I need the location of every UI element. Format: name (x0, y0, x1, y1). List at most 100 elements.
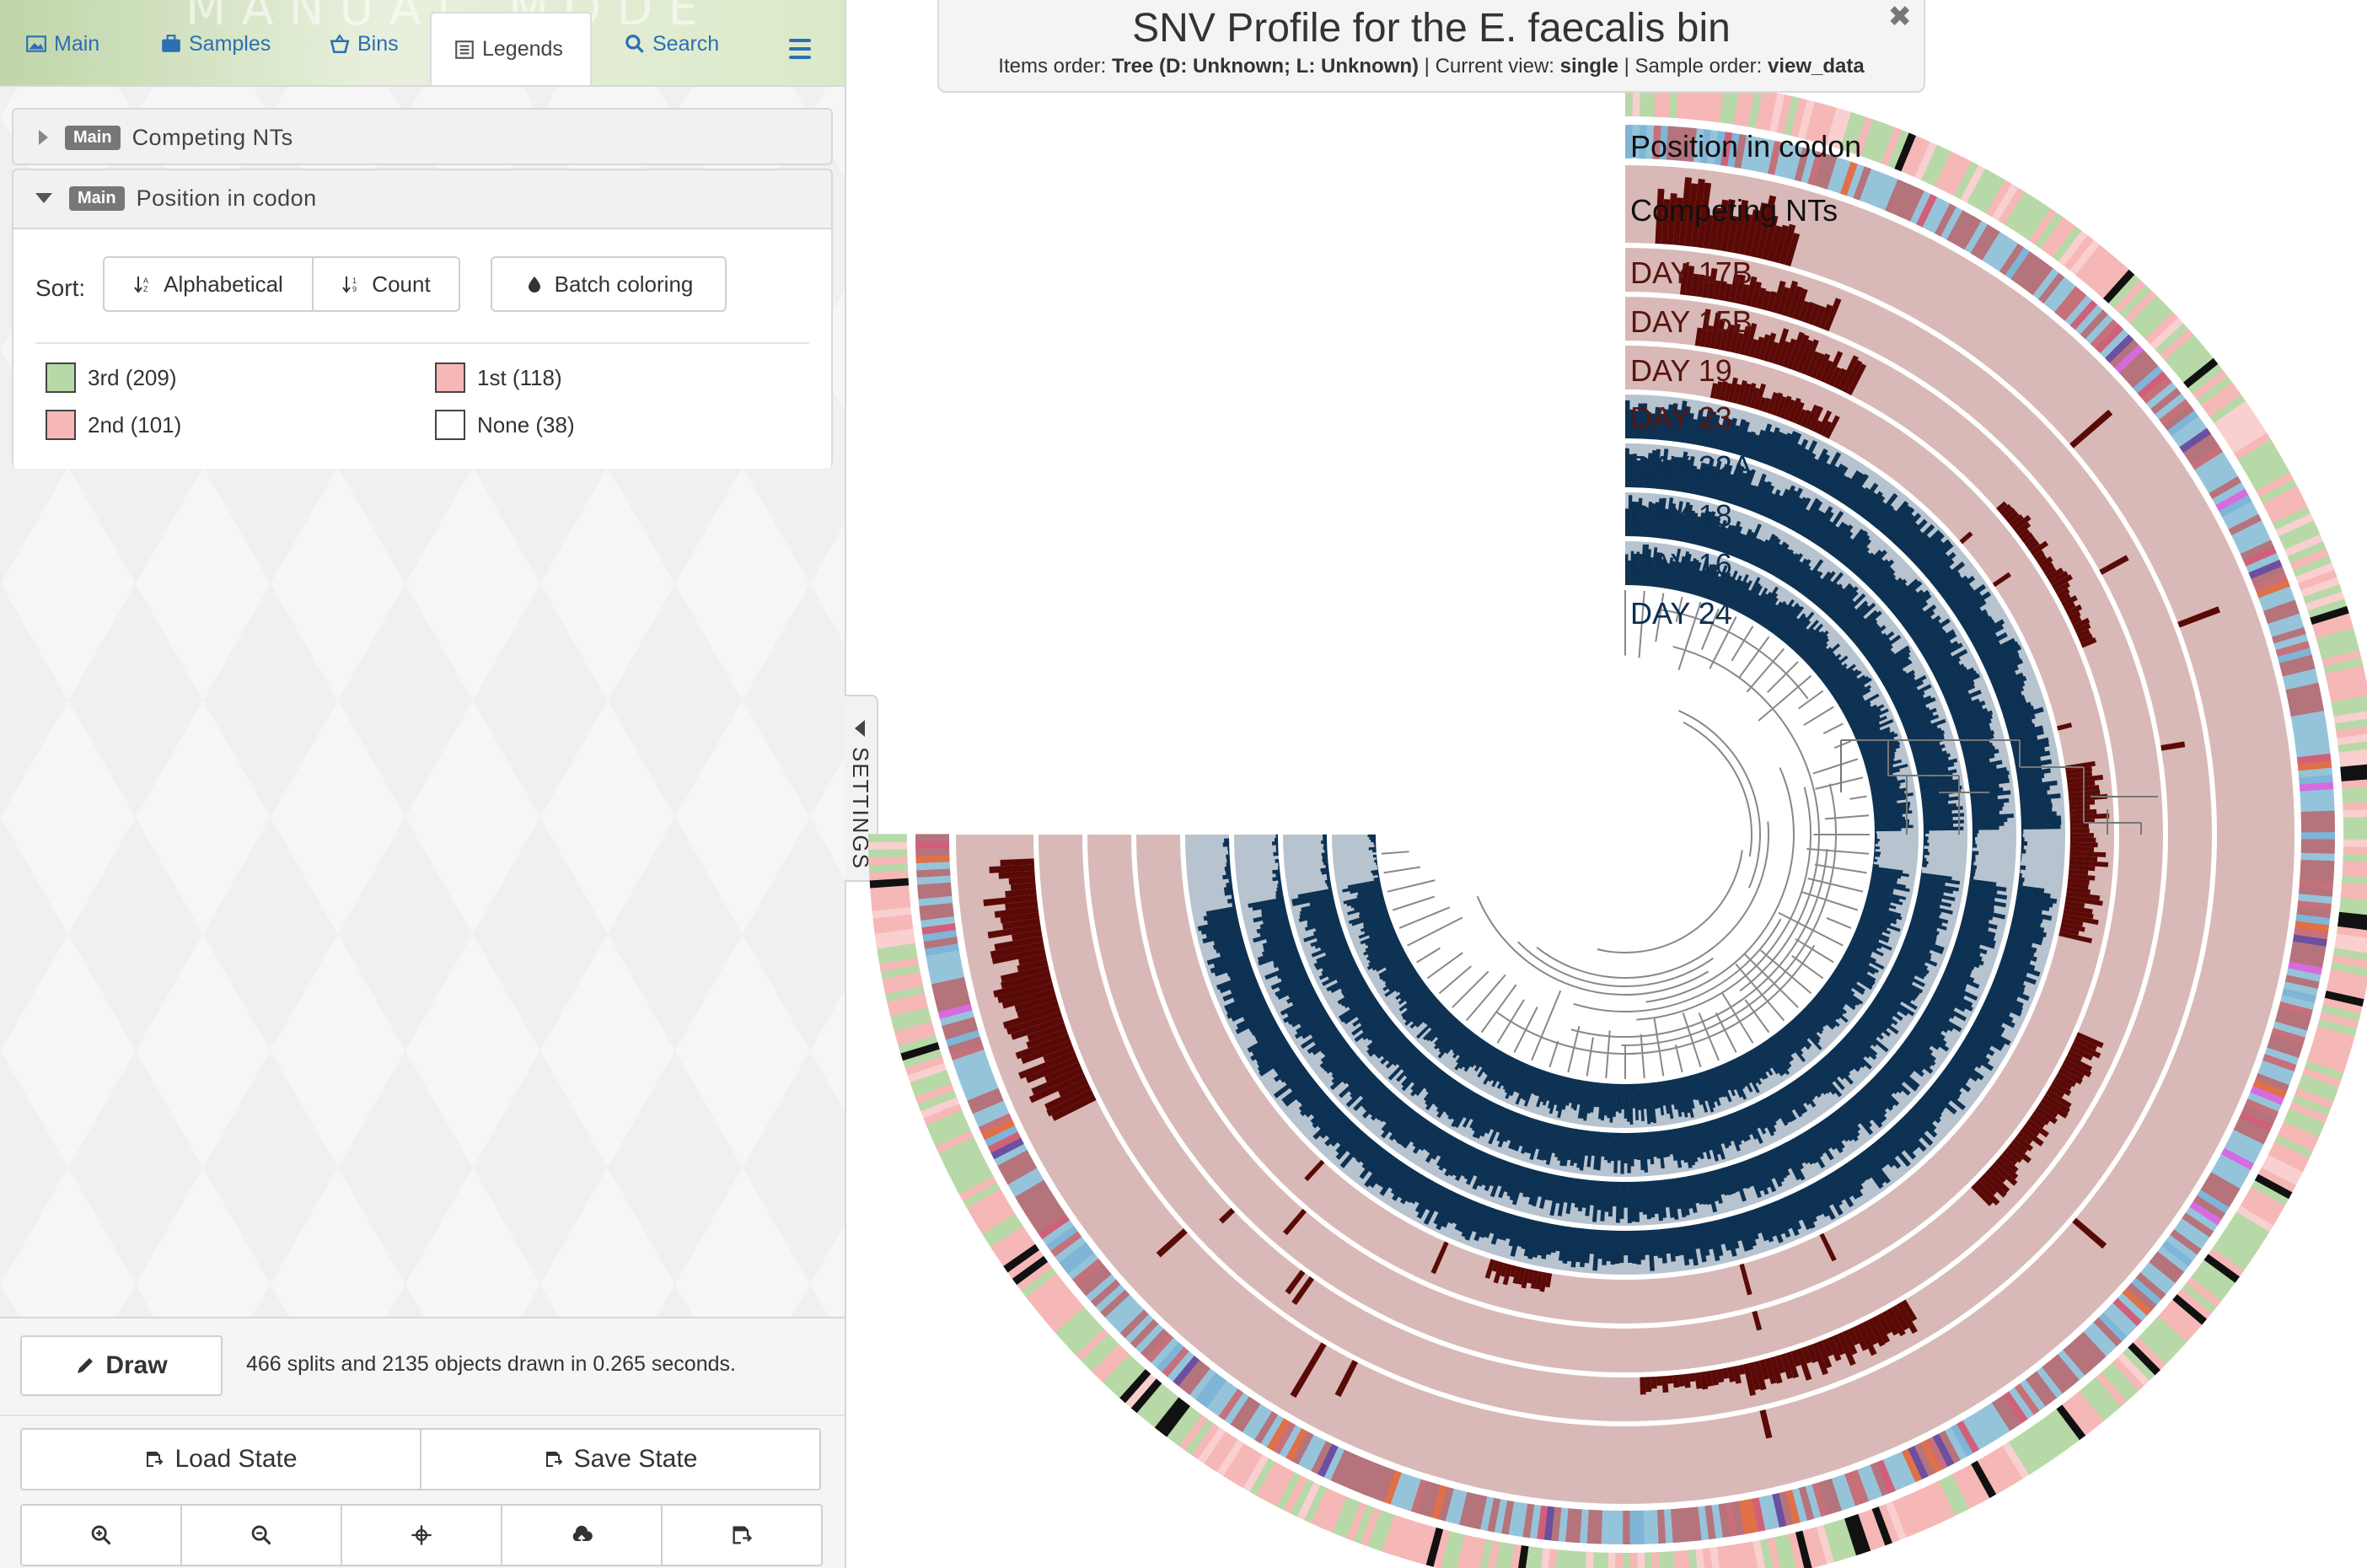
snv-bar (1730, 1112, 1744, 1141)
nts-segment (2278, 1001, 2313, 1018)
nts-segment (1907, 1446, 1929, 1480)
snv-bar (2069, 833, 2094, 838)
snv-bar (1865, 1008, 1899, 1034)
snv-bar (1947, 697, 1972, 711)
snv-bar (2018, 877, 2025, 883)
save-svg-button[interactable] (661, 1504, 823, 1566)
snv-bar (1470, 1096, 1485, 1120)
snv-bar (1735, 580, 1752, 612)
codon-segment (1755, 89, 1771, 130)
snv-bar (1687, 1225, 1699, 1266)
snv-bar (1774, 603, 1800, 636)
snv-bar (1906, 534, 1930, 559)
nts-segment (2261, 593, 2295, 612)
zoom-out-button[interactable] (180, 1504, 342, 1566)
codon-segment (1837, 1518, 1857, 1559)
snv-bar (1964, 754, 1995, 765)
tab-bins[interactable]: Bins (329, 25, 399, 62)
nts-segment (2273, 634, 2309, 651)
tree-branch (1731, 626, 1754, 662)
codon-segment (1248, 1458, 1275, 1496)
snv-bar (1340, 996, 1377, 1023)
snv-bar (1847, 945, 1877, 963)
snv-bar (1741, 383, 1752, 406)
snv-bar (1213, 953, 1248, 968)
codon-segment (1805, 101, 1823, 142)
color-swatch[interactable] (46, 410, 76, 440)
legend-row-competing-nts[interactable]: Main Competing NTs (12, 108, 833, 165)
snv-bar (1726, 1061, 1747, 1100)
tab-samples[interactable]: Samples (160, 25, 271, 62)
snv-bar (1625, 400, 1630, 439)
tree-branch (1767, 661, 1799, 693)
snv-bar (2014, 1135, 2034, 1152)
zoom-in-button[interactable] (20, 1504, 182, 1566)
snv-bar (1951, 1055, 1984, 1081)
snv-bar (1834, 967, 1859, 985)
snv-bar (1865, 758, 1895, 770)
snv-bar (2019, 869, 2021, 874)
snv-bar (2023, 1123, 2040, 1137)
snv-bar (1522, 1067, 1538, 1101)
snv-bar (1371, 839, 1377, 843)
snv-bar (1656, 1376, 1663, 1386)
snv-bar (1802, 571, 1823, 597)
legend-row-header[interactable]: Main Position in codon (13, 170, 831, 226)
snv-bar (1508, 1114, 1524, 1149)
snv-bar (1856, 1153, 1884, 1189)
nts-segment (2194, 451, 2227, 476)
snv-bar (1779, 1029, 1806, 1063)
save-state-button[interactable]: Save State (420, 1428, 821, 1490)
snv-bar (1698, 463, 1710, 497)
snv-bar (991, 948, 1046, 964)
nts-segment (2300, 846, 2335, 855)
snv-bar (1539, 1173, 1551, 1209)
codon-segment (2176, 1288, 2212, 1320)
center-button[interactable] (341, 1504, 502, 1566)
snv-bar (1215, 941, 1245, 953)
snv-bar (1497, 1110, 1516, 1148)
codon-segment (1801, 1528, 1820, 1568)
snv-bar (1833, 1110, 1859, 1142)
snv-bar (1720, 1167, 1733, 1195)
tab-legends[interactable]: Legends (430, 12, 592, 85)
close-icon[interactable]: ✖ (1887, 1, 1913, 33)
snv-bar (1591, 1131, 1597, 1157)
snv-bar (1615, 1181, 1621, 1223)
snv-bar (2012, 741, 2050, 754)
snv-bar (1850, 486, 1871, 512)
load-state-button[interactable]: Load State (20, 1428, 421, 1490)
codon-segment (2311, 1039, 2351, 1060)
codon-segment (1622, 1552, 1630, 1568)
snv-bar (1790, 620, 1819, 651)
tab-bins-label: Bins (357, 31, 399, 56)
codon-segment (1766, 1537, 1781, 1568)
color-swatch[interactable] (435, 362, 465, 393)
hamburger-menu-icon[interactable] (789, 39, 811, 64)
upload-button[interactable] (501, 1504, 663, 1566)
color-swatch[interactable] (435, 410, 465, 440)
draw-button[interactable]: Draw (20, 1335, 223, 1396)
tab-search[interactable]: Search (624, 25, 719, 62)
snv-bar (1898, 1045, 1934, 1074)
snv-bar (1785, 1351, 1800, 1379)
snv-bar (1262, 914, 1289, 925)
color-swatch[interactable] (46, 362, 76, 393)
snv-bar (1303, 926, 1343, 942)
snv-bar (1982, 645, 2022, 667)
snv-bar (1348, 991, 1374, 1010)
snv-bar (1675, 1128, 1684, 1161)
tab-main[interactable]: Main (25, 25, 99, 62)
snv-bar (1972, 821, 2005, 827)
nts-segment (1000, 1155, 1034, 1179)
nts-segment (1285, 1427, 1308, 1462)
snv-bar (2021, 824, 2061, 830)
nts-segment (1622, 1510, 1630, 1545)
snv-bar (1399, 980, 1425, 1001)
snv-bar (1834, 476, 1852, 501)
snv-bar (1859, 733, 1898, 750)
batch-coloring-button[interactable]: Batch coloring (491, 256, 727, 312)
snv-bar (1496, 1057, 1516, 1089)
